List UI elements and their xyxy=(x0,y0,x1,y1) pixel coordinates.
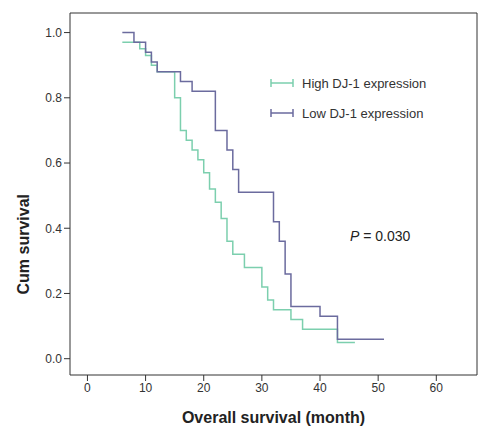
svg-text:0.8: 0.8 xyxy=(45,91,62,105)
svg-text:0: 0 xyxy=(84,381,91,395)
svg-text:10: 10 xyxy=(139,381,153,395)
svg-text:Overall survival (month): Overall survival (month) xyxy=(182,409,365,426)
html-text:P = 0.030: P = 0.030 xyxy=(350,228,411,244)
svg-text:40: 40 xyxy=(313,381,327,395)
svg-text:1.0: 1.0 xyxy=(45,26,62,40)
svg-text:0.2: 0.2 xyxy=(45,287,62,301)
svg-text:20: 20 xyxy=(197,381,211,395)
svg-text:0.4: 0.4 xyxy=(45,222,62,236)
svg-text:Cum survival: Cum survival xyxy=(15,194,32,294)
svg-text:50: 50 xyxy=(371,381,385,395)
html-text:Low DJ-1 expression: Low DJ-1 expression xyxy=(302,105,424,121)
svg-text:30: 30 xyxy=(255,381,269,395)
html-text:High DJ-1 expression: High DJ-1 expression xyxy=(302,75,427,91)
svg-text:0.6: 0.6 xyxy=(45,156,62,170)
svg-text:60: 60 xyxy=(430,381,444,395)
svg-text:0.0: 0.0 xyxy=(45,352,62,366)
